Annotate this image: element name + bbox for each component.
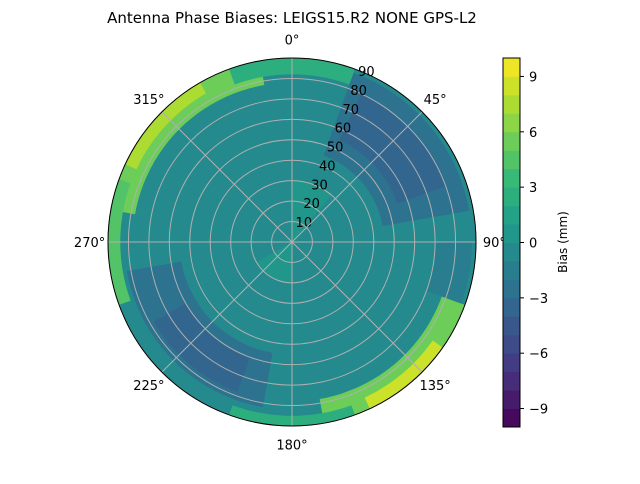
angle-tick-label: 315° bbox=[133, 93, 164, 108]
radial-tick-label: 40 bbox=[319, 159, 336, 174]
colorbar-level bbox=[503, 113, 520, 133]
colorbar-tick-label: 6 bbox=[529, 126, 537, 141]
colorbar-level bbox=[503, 187, 520, 207]
radial-tick-label: 50 bbox=[327, 141, 344, 156]
contour-region bbox=[125, 82, 207, 170]
colorbar-level bbox=[503, 205, 520, 225]
angular-gridline bbox=[291, 241, 423, 373]
colorbar-level bbox=[503, 224, 520, 243]
colorbar-tick-label: 0 bbox=[529, 237, 537, 252]
colorbar-level bbox=[503, 334, 520, 354]
radial-tick-label: 20 bbox=[303, 197, 320, 212]
polar-frame bbox=[107, 57, 477, 427]
colorbar-label: Bias (mm) bbox=[556, 211, 570, 273]
polar-plot-area: 10 20 30 40 50 60 70 80 90 0° 45° 90° 135° 180° 225° 27… bbox=[74, 34, 506, 454]
colorbar-level bbox=[503, 168, 520, 188]
colorbar-level bbox=[503, 94, 520, 114]
colorbar-tick-label: −3 bbox=[529, 292, 548, 307]
angular-gridline bbox=[161, 241, 293, 373]
colorbar-level bbox=[503, 76, 520, 96]
angle-tick-label: 180° bbox=[276, 438, 307, 453]
colorbar-level bbox=[503, 353, 520, 373]
contour-region bbox=[153, 303, 250, 392]
angle-tick-label: 135° bbox=[419, 379, 450, 394]
colorbar-tick-label: −6 bbox=[529, 347, 548, 362]
radial-tick-label: 90 bbox=[358, 65, 375, 80]
colorbar-level bbox=[503, 58, 520, 77]
colorbar-level bbox=[503, 371, 520, 391]
colorbar-level bbox=[503, 150, 520, 170]
colorbar-level bbox=[503, 316, 520, 336]
radial-tick-label: 30 bbox=[311, 178, 328, 193]
colorbar-tick-label: 9 bbox=[529, 70, 537, 85]
contour-region bbox=[426, 242, 472, 304]
radial-tick-label: 70 bbox=[342, 103, 359, 118]
colorbar-level bbox=[503, 242, 520, 262]
radial-tick-label: 60 bbox=[335, 122, 352, 137]
colorbar-level bbox=[503, 131, 520, 151]
angular-gridline bbox=[161, 111, 293, 243]
contour-region bbox=[292, 180, 332, 242]
colorbar-tick-label: −9 bbox=[529, 403, 548, 418]
colorbar-level bbox=[503, 279, 520, 299]
angle-tick-label: 90° bbox=[483, 236, 506, 251]
radial-tick-label: 10 bbox=[296, 216, 313, 231]
contour-region bbox=[229, 405, 355, 426]
angle-tick-label: 225° bbox=[133, 379, 164, 394]
contour-region bbox=[364, 340, 443, 409]
colorbar: −9 −6 −3 0 3 6 9 bbox=[502, 57, 548, 428]
angle-tick-label: 0° bbox=[285, 34, 300, 49]
angle-tick-label: 45° bbox=[424, 93, 447, 108]
colorbar-level bbox=[503, 390, 520, 410]
chart-title: Antenna Phase Biases: LEIGS15.R2 NONE GP… bbox=[107, 9, 477, 27]
colorbar-level bbox=[503, 297, 520, 317]
radial-tick-label: 80 bbox=[350, 84, 367, 99]
colorbar-tick-label: 3 bbox=[529, 181, 537, 196]
colorbar-level bbox=[503, 408, 520, 428]
angle-tick-label: 270° bbox=[74, 236, 105, 251]
angular-gridline bbox=[291, 111, 423, 243]
colorbar-level bbox=[503, 260, 520, 280]
contour-region bbox=[319, 296, 465, 424]
